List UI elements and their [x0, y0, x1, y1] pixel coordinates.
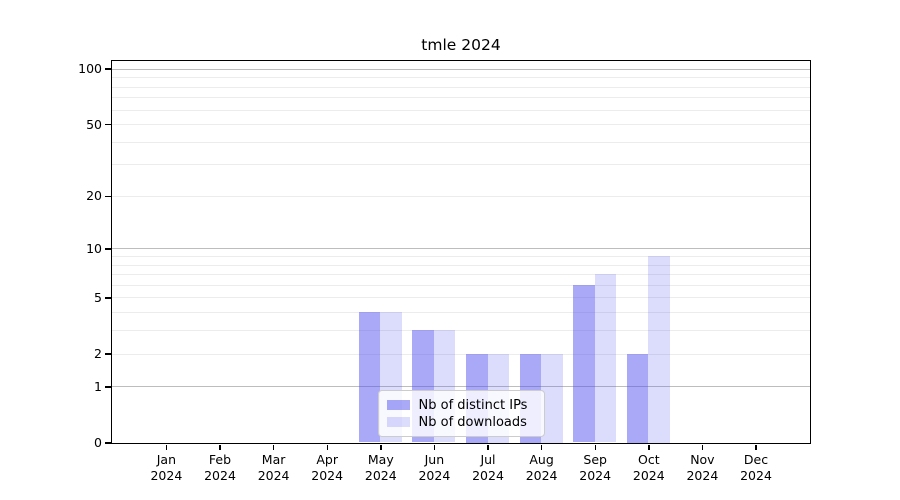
y-tick-label: 5 [94, 289, 102, 305]
gridline-minor [111, 297, 810, 299]
gridline-minor [111, 264, 810, 266]
legend-label-downloads: Nb of downloads [418, 414, 527, 430]
bar-oct-downloads [648, 256, 670, 443]
bar-oct-distinct-ips [626, 353, 649, 443]
x-tick-mark [433, 444, 436, 450]
x-tick-year: 2024 [686, 467, 719, 483]
x-tick-label-jul: Jul 2024 [460, 452, 516, 483]
x-tick-year: 2024 [311, 467, 344, 483]
bar-aug-downloads [541, 353, 563, 443]
x-tick-month: Oct [637, 452, 660, 467]
y-tick-label: 2 [94, 346, 102, 361]
x-tick-mark [755, 444, 757, 450]
gridline-minor [111, 284, 810, 286]
x-tick-month: Dec [743, 452, 769, 467]
x-tick-label-apr: Apr 2024 [299, 452, 355, 483]
x-tick-mark [165, 444, 168, 450]
x-tick-label-dec: Dec 2024 [728, 452, 784, 483]
x-tick-year: 2024 [579, 467, 612, 483]
x-tick-mark [219, 444, 221, 450]
legend-swatch-distinct-ips [386, 400, 410, 410]
x-tick-year: 2024 [525, 467, 558, 483]
gridline-minor [111, 195, 810, 197]
x-tick-mark [701, 444, 704, 450]
y-tick-label: 0 [94, 435, 102, 450]
y-tick-mark [104, 386, 111, 388]
gridline-major [111, 248, 810, 250]
x-tick-month: May [367, 452, 394, 467]
x-tick-year: 2024 [632, 467, 665, 483]
x-tick-month: Apr [316, 452, 338, 467]
gridline-minor [111, 97, 810, 99]
x-tick-label-nov: Nov 2024 [674, 452, 730, 483]
gridline-minor [111, 124, 810, 125]
x-tick-mark [326, 444, 328, 450]
gridline-major [111, 386, 810, 388]
gridline-minor [111, 77, 810, 79]
x-tick-year: 2024 [418, 467, 451, 483]
gridline-minor [111, 274, 810, 276]
x-tick-month: Sep [583, 452, 607, 467]
y-tick-label: 20 [86, 188, 102, 204]
x-tick-year: 2024 [472, 467, 504, 483]
x-tick-month: Aug [529, 452, 554, 467]
x-tick-year: 2024 [204, 467, 236, 483]
chart-title: tmle 2024 [421, 36, 501, 54]
y-tick-mark [104, 442, 111, 444]
x-tick-month: Feb [208, 452, 232, 467]
x-tick-label-feb: Feb 2024 [192, 452, 248, 483]
gridline-minor [111, 312, 810, 314]
x-tick-mark [540, 444, 543, 450]
bar-sep-distinct-ips [573, 284, 595, 443]
y-tick-label: 50 [86, 116, 102, 132]
x-tick-month: Mar [261, 452, 286, 467]
gridline-minor [111, 141, 810, 143]
x-tick-mark [487, 444, 489, 450]
y-tick-mark [104, 248, 111, 250]
legend-label-distinct-ips: Nb of distinct IPs [418, 397, 528, 413]
y-tick-mark [104, 353, 111, 355]
gridline-minor [111, 256, 810, 257]
x-tick-year: 2024 [150, 467, 183, 483]
y-tick-mark [104, 195, 111, 198]
x-tick-label-jan: Jan 2024 [138, 452, 194, 483]
x-tick-label-jun: Jun 2024 [406, 452, 462, 483]
legend-item-distinct-ips: Nb of distinct IPs [386, 397, 536, 413]
x-tick-label-mar: Mar 2024 [246, 452, 302, 483]
gridline-minor [111, 353, 810, 355]
y-tick-mark [104, 68, 111, 70]
bar-sep-downloads [594, 274, 617, 443]
y-tick-mark [104, 123, 111, 126]
gridline-major [111, 68, 810, 70]
bar-may-distinct-ips [358, 312, 381, 443]
x-tick-label-sep: Sep 2024 [567, 452, 623, 483]
gridline-minor [111, 164, 810, 166]
y-tick-label: 100 [78, 61, 102, 77]
x-tick-year: 2024 [364, 467, 397, 483]
x-tick-month: Jan [156, 452, 177, 467]
x-tick-mark [380, 444, 382, 450]
legend-swatch-downloads [386, 417, 410, 427]
y-tick-mark [104, 297, 111, 299]
gridline-minor [111, 109, 810, 111]
x-tick-label-may: May 2024 [353, 452, 409, 483]
x-tick-mark [272, 444, 275, 450]
x-tick-month: Jun [424, 452, 445, 467]
x-tick-label-aug: Aug 2024 [514, 452, 570, 483]
y-tick-label: 10 [86, 240, 102, 256]
x-tick-month: Jul [480, 452, 496, 467]
legend: Nb of distinct IPs Nb of downloads [377, 389, 545, 437]
x-tick-mark [648, 444, 650, 450]
x-tick-month: Nov [690, 452, 715, 467]
gridline-minor [111, 86, 810, 88]
x-tick-label-oct: Oct 2024 [621, 452, 677, 483]
y-tick-label: 1 [94, 378, 102, 394]
x-tick-year: 2024 [257, 467, 290, 483]
legend-item-downloads: Nb of downloads [386, 414, 536, 430]
x-tick-year: 2024 [740, 467, 772, 483]
plot-area: Nb of distinct IPs Nb of downloads [110, 59, 811, 444]
gridline-minor [111, 330, 810, 332]
x-tick-mark [594, 444, 596, 450]
